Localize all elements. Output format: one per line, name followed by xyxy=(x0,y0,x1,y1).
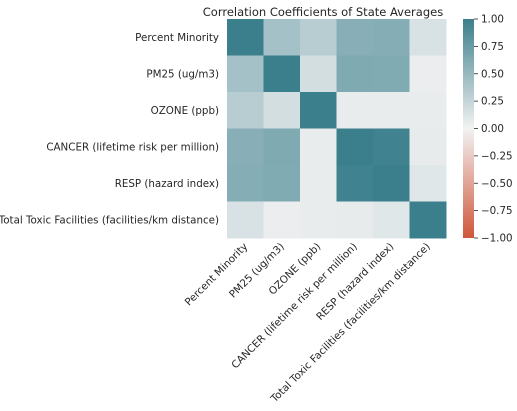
heatmap-cell xyxy=(263,165,301,202)
heatmap-cell xyxy=(409,128,447,166)
heatmap-cell xyxy=(227,165,264,202)
row-label: Percent Minority xyxy=(135,32,219,44)
chart-title: Correlation Coefficients of State Averag… xyxy=(203,5,443,19)
heatmap-cell xyxy=(336,19,374,56)
colorbar-gradient xyxy=(463,19,474,238)
heatmap-cell xyxy=(336,201,374,239)
colorbar-tick-label: −0.75 xyxy=(481,205,513,217)
heatmap-cell xyxy=(409,201,447,239)
colorbar-tick-label: −1.00 xyxy=(481,233,513,245)
colorbar-tick-label: −0.50 xyxy=(481,178,513,190)
heatmap-cell xyxy=(300,201,337,239)
heatmap-cell xyxy=(263,128,301,166)
heatmap-cell xyxy=(336,128,374,166)
heatmap-cell xyxy=(336,165,374,202)
colorbar-tick-label: 0.25 xyxy=(481,96,504,108)
row-label: CANCER (lifetime risk per million) xyxy=(46,141,219,153)
heatmap-cell xyxy=(227,201,264,239)
colorbar-tick-label: −0.25 xyxy=(481,150,513,162)
heatmap-cell xyxy=(336,92,374,129)
heatmap-cell xyxy=(263,55,301,93)
heatmap-cell xyxy=(409,165,447,202)
heatmap-cell xyxy=(373,55,410,93)
heatmap-cell xyxy=(263,92,301,129)
heatmap-cell xyxy=(336,55,374,93)
colorbar-tick-label: 0.00 xyxy=(481,123,504,135)
heatmap-cell xyxy=(373,128,410,166)
heatmap-cell xyxy=(300,128,337,166)
heatmap-cell xyxy=(373,201,410,239)
colorbar-tick-label: 1.00 xyxy=(481,14,504,26)
heatmap-cell xyxy=(300,165,337,202)
colorbar-tick-label: 0.75 xyxy=(481,41,504,53)
heatmap-cell xyxy=(263,19,301,56)
heatmap-cell xyxy=(227,92,264,129)
heatmap-cell xyxy=(373,92,410,129)
heatmap-cell xyxy=(227,128,264,166)
row-label: Total Toxic Facilities (facilities/km di… xyxy=(0,214,219,226)
row-label: PM25 (ug/m3) xyxy=(146,68,219,80)
heatmap-cell xyxy=(300,55,337,93)
row-labels: Percent Minority PM25 (ug/m3) OZONE (ppb) C… xyxy=(0,32,219,227)
heatmap-cell xyxy=(263,201,301,239)
row-label: RESP (hazard index) xyxy=(115,178,219,190)
colorbar: 1.00 0.75 0.50 0.25 0.00 −0.25 −0.50 −0.75 −1.00 xyxy=(463,14,513,245)
heatmap-cell xyxy=(227,19,264,56)
heatmap-cell xyxy=(300,19,337,56)
heatmap-cell xyxy=(373,165,410,202)
row-label: OZONE (ppb) xyxy=(151,105,219,117)
heatmap-cell xyxy=(409,19,447,56)
heatmap-cell xyxy=(227,55,264,93)
colorbar-tick-label: 0.50 xyxy=(481,68,504,80)
heatmap-cell xyxy=(409,55,447,93)
heatmap-cell xyxy=(300,92,337,129)
heatmap-cells xyxy=(227,19,447,239)
heatmap-cell xyxy=(373,19,410,56)
column-label: Percent Minority xyxy=(183,241,251,309)
heatmap-cell xyxy=(409,92,447,129)
